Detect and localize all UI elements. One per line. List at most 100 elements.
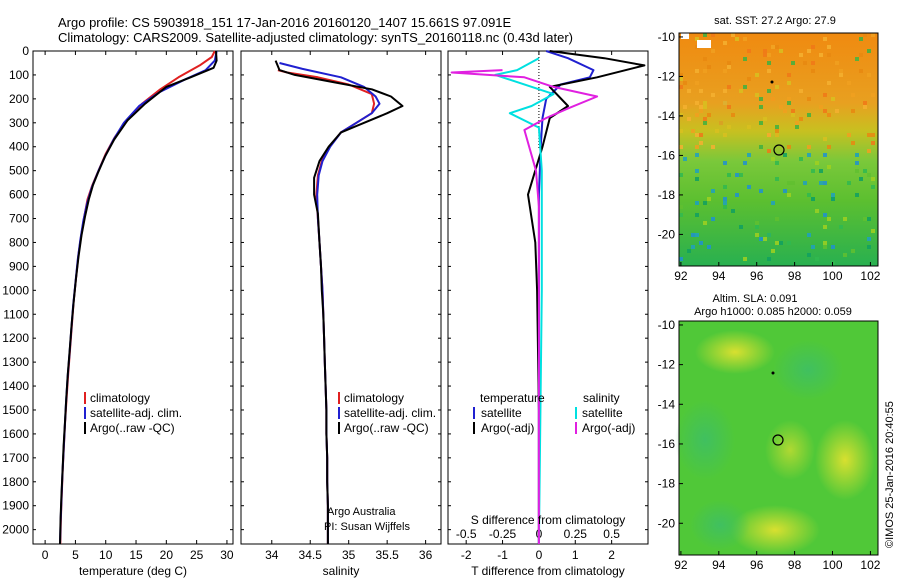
sst-pixel <box>859 177 863 181</box>
sst-pixel <box>787 241 791 245</box>
sst-pixel <box>683 105 687 109</box>
sst-pixel <box>863 105 867 109</box>
sst-pixel <box>847 133 851 137</box>
sst-pixel <box>775 241 779 245</box>
sst-pixel <box>787 73 791 77</box>
depth-tick-label: 1700 <box>2 451 29 465</box>
annotation-pi: PI: Susan Wijffels <box>324 521 410 533</box>
sst-pixel <box>823 109 827 113</box>
x-tick-label: -1 <box>497 548 508 562</box>
sst-pixel <box>695 69 699 73</box>
sst-pixels <box>679 33 875 265</box>
sst-pixel <box>855 57 859 61</box>
depth-tick-label: 700 <box>9 212 29 226</box>
sst-pixel <box>823 225 827 229</box>
sst-map-axes: 92 94 96 98 100 102 -10 -12 -14 -16 -18 -20 <box>658 30 881 283</box>
sst-pixel <box>783 153 787 157</box>
map-x-tick-label: 100 <box>822 558 842 572</box>
sst-pixel <box>695 177 699 181</box>
sst-pixel <box>871 33 875 37</box>
sst-pixel <box>715 129 719 133</box>
sst-pixel <box>731 113 735 117</box>
sst-pixel <box>839 73 843 77</box>
sst-pixel <box>679 205 683 209</box>
map-x-tick-label: 94 <box>712 558 726 572</box>
depth-tick-label: 500 <box>9 164 29 178</box>
x-tick-label: 20 <box>160 548 174 562</box>
sla-feature <box>765 420 815 480</box>
temperature-x-axis: 0 5 10 15 20 25 30 <box>42 51 234 562</box>
sst-pixel <box>771 249 775 253</box>
sst-pixel <box>679 257 683 261</box>
map-y-tick-label: -20 <box>658 227 676 241</box>
sst-pixel <box>679 113 683 117</box>
sst-pixel <box>695 81 699 85</box>
map-y-tick-label: -20 <box>658 516 676 530</box>
depth-tick-label: 600 <box>9 188 29 202</box>
sst-pixel <box>727 173 731 177</box>
depth-tick-label: 1200 <box>2 331 29 345</box>
sst-pixel <box>695 101 699 105</box>
sst-field <box>679 33 878 266</box>
sst-pixel <box>807 153 811 157</box>
sst-pixel <box>871 93 875 97</box>
sst-pixel <box>695 113 699 117</box>
depth-tick-label: 2000 <box>2 523 29 537</box>
legend-label-argo: Argo(..raw -QC) <box>344 421 429 435</box>
sst-pixel <box>871 133 875 137</box>
depth-tick-label: 100 <box>9 68 29 82</box>
legend-title-temperature: temperature <box>480 391 545 405</box>
sst-pixel <box>735 193 739 197</box>
sst-pixel <box>871 141 875 145</box>
sst-pixel <box>807 49 811 53</box>
legend-title-salinity: salinity <box>583 391 620 405</box>
x-tick-label: 1 <box>572 548 579 562</box>
sst-pixel <box>723 201 727 205</box>
series-line-argo-raw-qc- <box>274 60 404 544</box>
depth-tick-label: 300 <box>9 116 29 130</box>
sst-pixel <box>687 117 691 121</box>
x-tick-label: 35 <box>342 548 356 562</box>
sla-map-subtitle: Argo h1000: 0.085 h2000: 0.059 <box>694 306 852 318</box>
depth-tick-label: 800 <box>9 235 29 249</box>
depth-tick-label: 900 <box>9 259 29 273</box>
difference-series <box>450 50 646 545</box>
sst-pixel <box>863 169 867 173</box>
sst-pixel <box>807 113 811 117</box>
map-y-tick-label: -12 <box>658 358 676 372</box>
salinity-x-axis: 34 34.5 35 35.5 36 <box>265 51 433 562</box>
sst-pixel <box>823 245 827 249</box>
depth-tick-label: 1000 <box>2 283 29 297</box>
map-y-tick-label: -10 <box>658 30 676 44</box>
sst-pixel <box>743 37 747 41</box>
map-x-tick-label: 92 <box>674 269 688 283</box>
sst-pixel <box>787 181 791 185</box>
sst-pixel <box>683 157 687 161</box>
temperature-panel <box>32 50 234 545</box>
depth-tick-label: 1100 <box>3 307 29 321</box>
depth-tick-label: 1600 <box>2 427 29 441</box>
sst-map <box>678 32 879 267</box>
s-tick-label: 0.25 <box>564 527 588 541</box>
sst-pixel <box>703 221 707 225</box>
sst-pixel <box>827 145 831 149</box>
sst-pixel <box>811 197 815 201</box>
series-line-climatology <box>59 50 216 545</box>
sst-pixel <box>767 133 771 137</box>
series-line-temperature-argo-adj- <box>527 50 646 544</box>
sst-pixel <box>851 93 855 97</box>
legend-label-climatology: climatology <box>90 391 150 405</box>
salinity-legend: climatology satellite-adj. clim. Argo(..… <box>324 391 436 533</box>
depth-tick-label: 1300 <box>2 355 29 369</box>
sst-pixel <box>811 69 815 73</box>
sst-pixel <box>723 69 727 73</box>
sst-pixel <box>871 177 875 181</box>
sla-feature <box>675 400 735 480</box>
sst-pixel <box>735 37 739 41</box>
sst-pixel <box>867 149 871 153</box>
sst-pixel <box>851 249 855 253</box>
sst-pixel <box>723 101 727 105</box>
map-x-tick-label: 100 <box>822 269 842 283</box>
sst-pixel <box>803 181 807 185</box>
map-y-tick-label: -16 <box>658 437 676 451</box>
